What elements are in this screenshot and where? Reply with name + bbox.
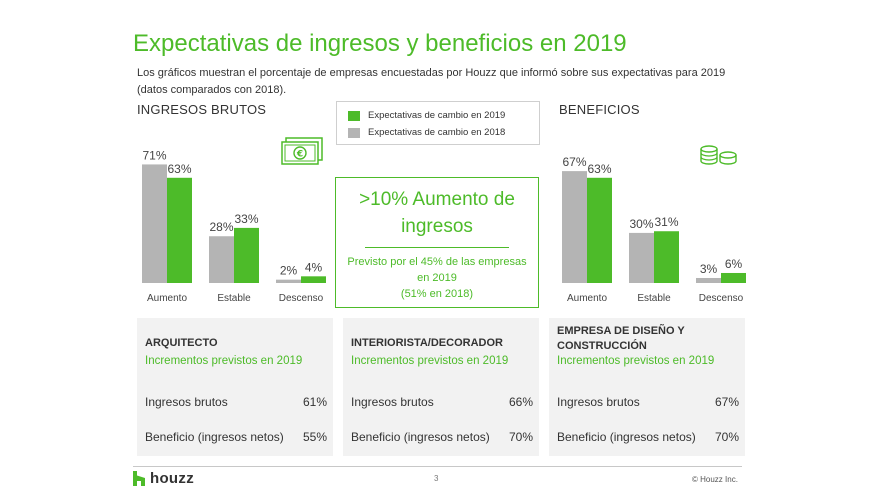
bar-aumento-2019 xyxy=(167,177,192,283)
bar-estable-2018 xyxy=(629,232,654,283)
data-label-aumento-2019: 63% xyxy=(167,162,191,176)
panel-subtitle: Incrementos previstos en 2019 xyxy=(557,355,715,367)
data-label-aumento-2019: 63% xyxy=(587,162,611,176)
panel-row-ingresos: Ingresos brutos 66% xyxy=(351,395,533,409)
bar-estable-2018 xyxy=(209,236,234,283)
row-label: Ingresos brutos xyxy=(145,395,228,409)
chart-title-beneficios: BENEFICIOS xyxy=(559,102,640,117)
data-label-aumento-2018: 67% xyxy=(562,155,586,169)
houzz-logo-icon xyxy=(133,471,145,486)
coins-icon xyxy=(700,145,737,165)
category-label-descenso: Descenso xyxy=(699,293,744,304)
bar-descenso-2018 xyxy=(276,279,301,283)
panel-row-ingresos: Ingresos brutos 61% xyxy=(145,395,327,409)
category-label-estable: Estable xyxy=(217,293,251,304)
row-label: Beneficio (ingresos netos) xyxy=(351,430,490,444)
category-label-descenso: Descenso xyxy=(279,293,324,304)
panel-title: EMPRESA DE DISEÑO Y CONSTRUCCIÓN xyxy=(557,325,685,352)
bar-estable-2019 xyxy=(234,227,259,283)
panel-interiorista: INTERIORISTA/DECORADOR Incrementos previ… xyxy=(343,318,539,456)
bar-aumento-2018 xyxy=(562,171,587,283)
data-label-estable-2019: 31% xyxy=(654,215,678,229)
data-label-aumento-2018: 71% xyxy=(142,148,166,162)
panel-subtitle: Incrementos previstos en 2019 xyxy=(145,355,303,367)
callout-body: Previsto por el 45% de las empresas en 2… xyxy=(347,256,527,284)
panel-row-beneficio: Beneficio (ingresos netos) 70% xyxy=(557,430,739,444)
revenue-callout: >10% Aumento de ingresos Previsto por el… xyxy=(335,177,539,308)
panel-title: ARQUITECTO xyxy=(145,337,218,349)
legend-label-2019: Expectativas de cambio en 2019 xyxy=(368,110,506,121)
chart-beneficios: 67% 63% Aumento 30% 31% Estable 3% 6% Descenso xyxy=(562,155,746,304)
bar-descenso-2018 xyxy=(696,277,721,283)
legend-label-2018: Expectativas de cambio en 2018 xyxy=(368,127,506,138)
chart-title-ingresos: INGRESOS BRUTOS xyxy=(137,102,267,117)
row-label: Beneficio (ingresos netos) xyxy=(557,430,696,444)
footer-divider xyxy=(133,466,742,467)
data-label-estable-2018: 30% xyxy=(629,217,653,231)
houzz-logo-text: houzz xyxy=(150,470,194,487)
data-label-estable-2019: 33% xyxy=(234,212,258,226)
row-value: 67% xyxy=(714,395,739,409)
svg-text:€: € xyxy=(296,150,303,160)
callout-headline: >10% Aumento de ingresos xyxy=(359,189,515,237)
category-label-estable: Estable xyxy=(637,293,671,304)
callout-body-note: (51% en 2018) xyxy=(400,288,474,300)
panel-arquitecto: ARQUITECTO Incrementos previstos en 2019… xyxy=(137,318,333,456)
row-label: Ingresos brutos xyxy=(351,395,434,409)
row-label: Ingresos brutos xyxy=(557,395,640,409)
bar-estable-2019 xyxy=(654,231,679,283)
row-label: Beneficio (ingresos netos) xyxy=(145,430,284,444)
row-value: 55% xyxy=(302,430,327,444)
legend-item-2018: Expectativas de cambio en 2018 xyxy=(348,124,539,141)
bar-descenso-2019 xyxy=(721,272,746,283)
data-label-descenso-2019: 6% xyxy=(725,257,743,271)
page-number: 3 xyxy=(434,474,439,483)
bar-aumento-2018 xyxy=(142,164,167,283)
data-label-descenso-2018: 3% xyxy=(700,262,718,276)
legend-item-2019: Expectativas de cambio en 2019 xyxy=(348,107,539,124)
page-subtitle: Los gráficos muestran el porcentaje de e… xyxy=(137,67,726,96)
legend-swatch-2019 xyxy=(348,110,360,121)
chart-legend: Expectativas de cambio en 2019 Expectati… xyxy=(336,101,540,145)
panel-title: INTERIORISTA/DECORADOR xyxy=(351,337,503,349)
houzz-logo: houzz xyxy=(133,470,194,487)
callout-divider xyxy=(365,247,509,248)
data-label-descenso-2018: 2% xyxy=(280,264,298,278)
category-label-aumento: Aumento xyxy=(567,293,607,304)
chart-ingresos-brutos: 71%63% Aumento 28%33% Estable 2% 4% Descenso xyxy=(142,148,326,304)
row-value: 70% xyxy=(714,430,739,444)
row-value: 70% xyxy=(508,430,533,444)
money-euro-icon: € xyxy=(281,137,323,165)
data-label-estable-2018: 28% xyxy=(209,220,233,234)
panel-subtitle: Incrementos previstos en 2019 xyxy=(351,355,509,367)
bar-aumento-2019 xyxy=(587,177,612,283)
row-value: 66% xyxy=(508,395,533,409)
bar-descenso-2019 xyxy=(301,276,326,283)
data-label-descenso-2019: 4% xyxy=(305,260,323,274)
legend-swatch-2018 xyxy=(348,127,360,138)
panel-row-beneficio: Beneficio (ingresos netos) 70% xyxy=(351,430,533,444)
page-title: Expectativas de ingresos y beneficios en… xyxy=(133,30,627,57)
panel-row-beneficio: Beneficio (ingresos netos) 55% xyxy=(145,430,327,444)
panel-diseno-construccion: EMPRESA DE DISEÑO Y CONSTRUCCIÓN Increme… xyxy=(549,318,745,456)
copyright: © Houzz Inc. xyxy=(692,475,738,484)
row-value: 61% xyxy=(302,395,327,409)
panel-row-ingresos: Ingresos brutos 67% xyxy=(557,395,739,409)
category-label-aumento: Aumento xyxy=(147,293,187,304)
